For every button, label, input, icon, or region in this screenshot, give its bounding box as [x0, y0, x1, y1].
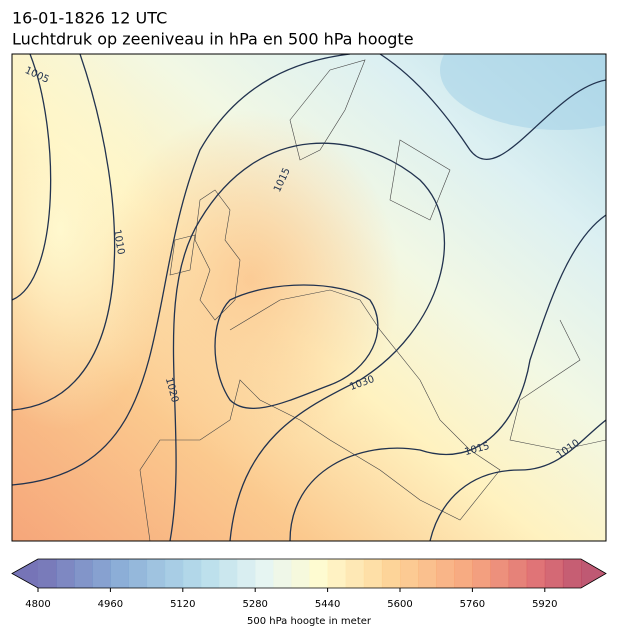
coastline — [169, 234, 196, 276]
map — [12, 54, 606, 541]
isobar — [12, 54, 52, 301]
title: Luchtdruk op zeeniveau in hPa en 500 hPa… — [12, 30, 414, 49]
colorbar-swatch — [345, 559, 365, 588]
colorbar-swatch — [273, 559, 292, 588]
colorbar-tick-label: 5280 — [242, 599, 267, 610]
colorbar-swatch — [182, 559, 202, 588]
colorbar-swatch — [56, 559, 75, 588]
colorbar-extend-low — [12, 559, 38, 588]
isobar — [12, 54, 351, 486]
colorbar-swatch — [562, 559, 582, 588]
isobar — [429, 419, 606, 541]
colorbar-swatch — [418, 559, 437, 588]
title-date: 16-01-1826 12 UTC — [12, 9, 167, 28]
colorbar-swatch — [128, 559, 148, 588]
colorbar-swatch — [92, 559, 111, 588]
field-patch — [100, 110, 400, 450]
isobar — [289, 214, 606, 541]
isobar — [214, 284, 379, 410]
colorbar-swatch — [454, 559, 473, 588]
colorbar-swatch — [526, 559, 546, 588]
colorbar-swatch — [436, 559, 455, 588]
colorbar-swatch — [490, 559, 510, 588]
colorbar-outline — [11, 558, 607, 589]
colorbar-swatch — [255, 559, 274, 588]
coastline — [389, 139, 451, 221]
colorbar-swatch — [38, 559, 57, 588]
colorbar-swatch — [381, 559, 401, 588]
colorbar-swatch — [508, 559, 528, 588]
colorbar-tick-label: 5600 — [387, 599, 412, 610]
coastline — [139, 289, 501, 541]
field-patch — [440, 54, 606, 130]
colorbar-tick-label: 5920 — [532, 599, 557, 610]
colorbar-swatch — [400, 559, 419, 588]
colorbar-swatch — [309, 559, 329, 588]
coastline — [194, 189, 241, 321]
colorbar-tick-label: 5120 — [170, 599, 195, 610]
isobar — [12, 54, 116, 411]
colorbar-swatch — [472, 559, 491, 588]
colorbar-tick-label: 4800 — [25, 599, 50, 610]
colorbar-swatch — [327, 559, 347, 588]
isobar — [169, 142, 446, 541]
colorbar-swatch — [237, 559, 256, 588]
colorbar-swatch — [74, 559, 93, 588]
colorbar-swatch — [291, 559, 310, 588]
colorbar-swatch — [146, 559, 166, 588]
colorbar-label: 500 hPa hoogte in meter — [247, 616, 372, 627]
colorbar-swatch — [219, 559, 238, 588]
coastline — [509, 319, 606, 451]
colorbar-swatch — [200, 559, 220, 588]
map-frame — [11, 53, 607, 542]
colorbar-swatch — [544, 559, 564, 588]
colorbar-tick-label: 5440 — [315, 599, 340, 610]
coastline — [289, 59, 366, 161]
colorbar-tick-label: 5760 — [460, 599, 485, 610]
colorbar-swatch — [110, 559, 129, 588]
colorbar-tick-label: 4960 — [98, 599, 123, 610]
contour-label: 1010 — [111, 229, 126, 256]
colorbar: 4800 4960 5120 5280 5440 5600 5760 5920 — [11, 558, 607, 610]
colorbar-extend-high — [581, 559, 606, 588]
colorbar-swatch — [164, 559, 184, 588]
colorbar-swatch — [363, 559, 383, 588]
isobar — [379, 54, 606, 160]
